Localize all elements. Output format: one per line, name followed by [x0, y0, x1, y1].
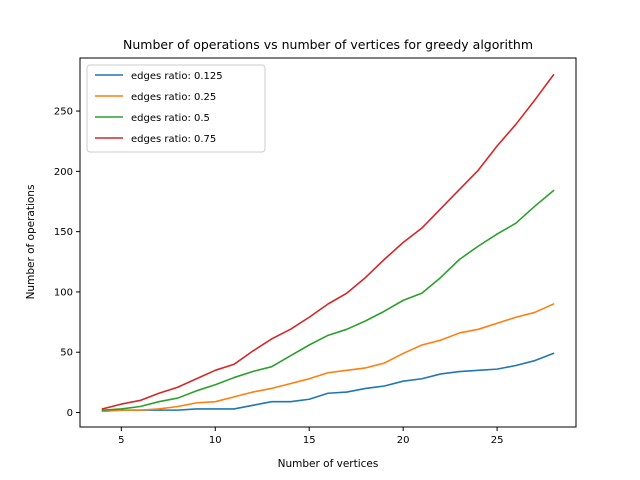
x-axis-label: Number of vertices — [278, 458, 379, 470]
x-tick-label: 10 — [209, 435, 222, 446]
x-axis-ticks: 5 10 15 20 25 — [118, 427, 503, 446]
plot-frame — [79, 57, 577, 428]
y-tick-label: 150 — [54, 227, 73, 238]
legend-entry-0: edges ratio: 0.125 — [131, 71, 223, 82]
legend-box — [86, 64, 266, 153]
y-axis-ticks: 0 50 100 150 200 250 — [54, 107, 80, 419]
series-line-2 — [101, 189, 555, 411]
y-tick-label: 200 — [54, 167, 73, 178]
x-tick-label: 15 — [303, 435, 316, 446]
y-tick-label: 0 — [67, 408, 73, 419]
x-tick-label: 25 — [491, 435, 504, 446]
legend-entry-2: edges ratio: 0.5 — [131, 113, 210, 124]
x-tick-label: 5 — [118, 435, 124, 446]
chart-title: Number of operations vs number of vertic… — [123, 37, 533, 52]
legend-entry-3: edges ratio: 0.75 — [131, 134, 216, 145]
legend: edges ratio: 0.125 edges ratio: 0.25 edges… — [86, 64, 266, 153]
y-tick-label: 250 — [54, 107, 73, 118]
series-line-1 — [101, 302, 555, 413]
y-axis-label: Number of operations — [25, 185, 37, 300]
series-line-0 — [101, 352, 555, 413]
series-line-3 — [101, 73, 555, 410]
x-tick-label: 20 — [397, 435, 410, 446]
y-tick-label: 100 — [54, 287, 73, 298]
plot-lines — [101, 73, 555, 413]
y-tick-label: 50 — [60, 348, 73, 359]
legend-entry-1: edges ratio: 0.25 — [131, 92, 216, 103]
